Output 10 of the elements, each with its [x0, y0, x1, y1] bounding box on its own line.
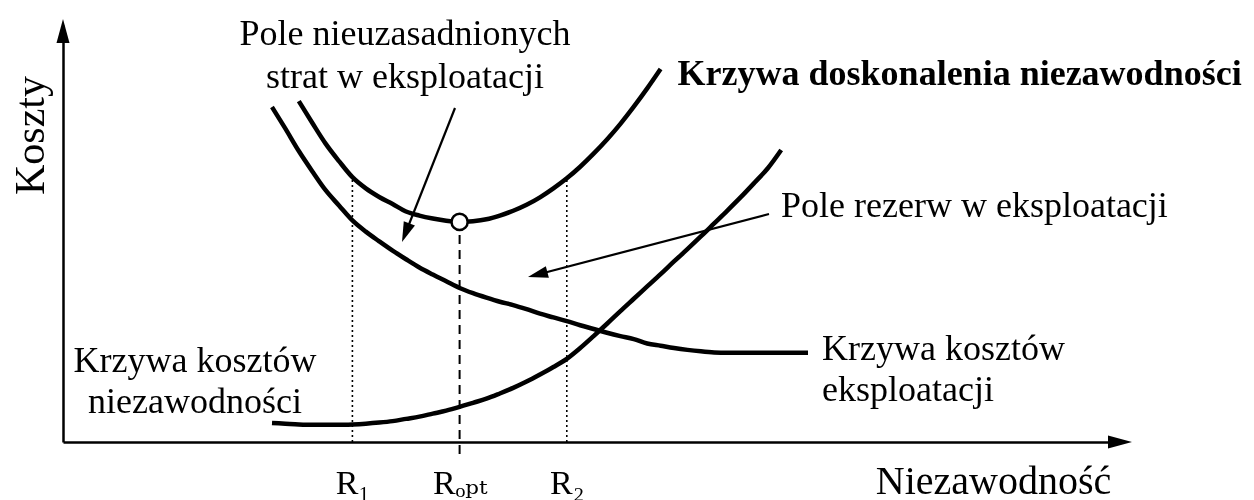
series-label: Krzywa doskonalenia niezawodności: [677, 53, 1242, 93]
x-tick-label: Rₒₚₜ: [432, 463, 488, 500]
annotation: Pole nieuzasadnionych strat w eksploatacji: [239, 13, 571, 96]
x-tick-label: R₂: [550, 463, 585, 500]
series-label: Krzywa kosztów eksploatacji: [822, 327, 1065, 409]
series-label: Krzywa kosztów niezawodności: [73, 339, 317, 421]
annotation: Pole rezerw w eksploatacji: [781, 185, 1168, 225]
y-axis-title: Koszty: [6, 76, 53, 195]
x-axis-title: Niezawodność: [875, 457, 1112, 500]
x-tick-label: R₁: [335, 463, 371, 500]
